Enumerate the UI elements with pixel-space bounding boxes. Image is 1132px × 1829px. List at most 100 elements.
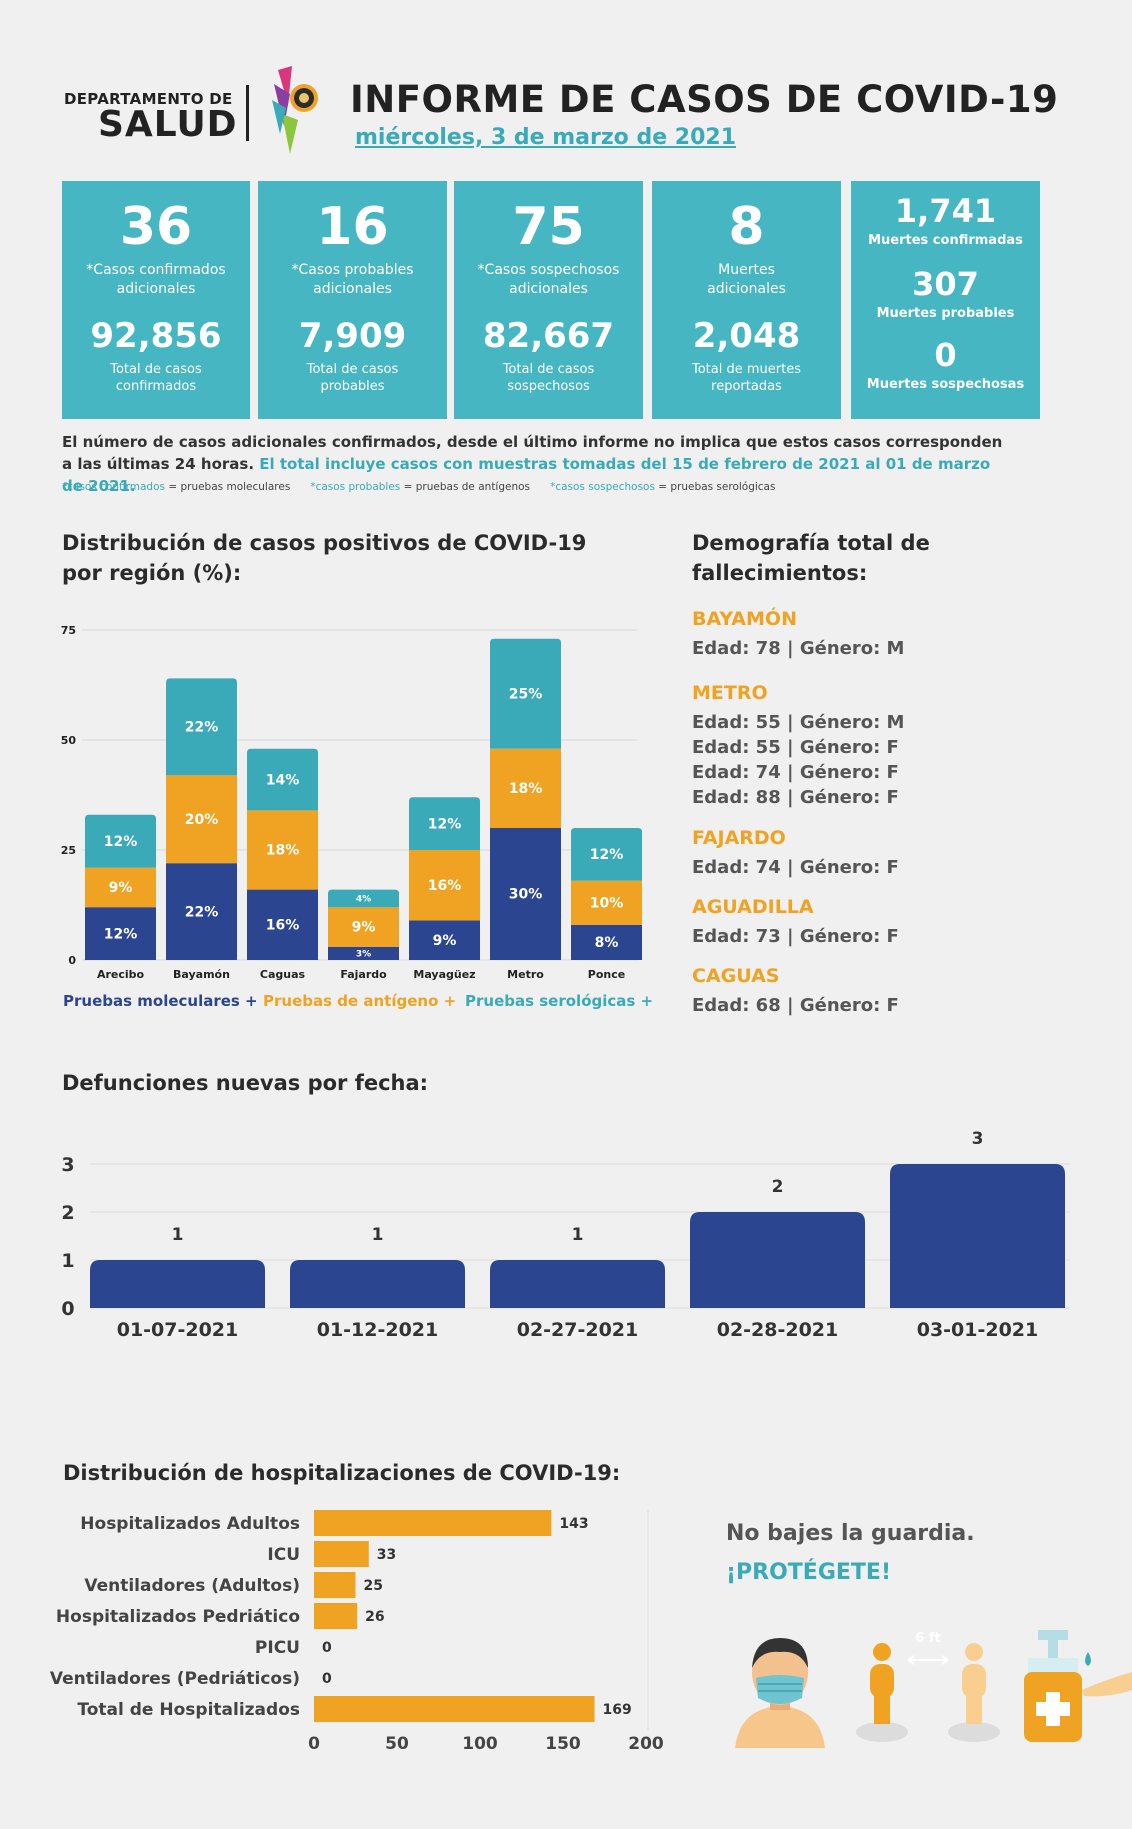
demography-group: BAYAMÓN Edad: 78 | Género: M [692, 608, 904, 682]
report-title: INFORME DE CASOS DE COVID-19 [350, 78, 1059, 121]
card-total: 7,909 [298, 315, 407, 356]
x-tick-label: 0 [308, 1734, 320, 1754]
legend-antigen: Pruebas de antígeno + [263, 992, 457, 1010]
bar-value-label: 8% [595, 935, 619, 951]
card-total-label: Total de casos sospechosos [502, 361, 595, 395]
bar-value-label: 169 [603, 1702, 632, 1718]
y-tick-label: 3 [61, 1154, 74, 1176]
y-category-label: Hospitalizados Pedriático [56, 1607, 300, 1627]
x-tick-label: 01-07-2021 [117, 1319, 239, 1341]
demography-title: Demografía total de fallecimientos: [692, 528, 930, 589]
bar-value-label: 9% [433, 933, 457, 949]
card-confirmed: 36 *Casos confirmados adicionales 92,856… [62, 181, 250, 419]
health-department-logo-icon [272, 66, 318, 154]
demography-group: FAJARDO Edad: 74 | Género: F [692, 827, 904, 896]
demography-group: AGUADILLA Edad: 73 | Género: F [692, 896, 904, 965]
bar-segment [85, 814, 156, 868]
demography-city: BAYAMÓN [692, 608, 797, 630]
x-tick-label: Bayamón [173, 968, 230, 981]
bar-value-label: 16% [266, 917, 300, 933]
bar [90, 1260, 265, 1308]
demography-entry: Edad: 68 | Género: F [692, 995, 899, 1016]
deaths-by-date-bar-chart: 0 1 2 3 1 01-07-2021 1 01-12-2021 1 02-27-2021 2 02… [61, 1129, 1070, 1341]
bar-segment [490, 828, 561, 960]
x-tick-label: Mayagüez [413, 968, 475, 981]
bar-segment [409, 920, 480, 960]
bar-segment [247, 748, 318, 811]
y-category-label: Ventiladores (Pedriáticos) [50, 1669, 300, 1689]
department-name: SALUD [98, 104, 238, 145]
report-date[interactable]: miércoles, 3 de marzo de 2021 [355, 125, 737, 150]
bar-segment [571, 828, 642, 881]
bar-value-label: 2 [772, 1177, 784, 1197]
x-tick-label: 150 [545, 1734, 581, 1754]
card-probable: 16 *Casos probables adicionales 7,909 To… [258, 181, 447, 419]
bar [690, 1212, 865, 1308]
bar-value-label: 9% [352, 920, 376, 936]
probable-deaths-value: 307 [912, 265, 979, 303]
card-value: 75 [512, 197, 585, 257]
bar-value-label: 12% [104, 926, 138, 942]
bar-value-label: 30% [509, 887, 543, 903]
y-tick-label: 0 [68, 954, 76, 967]
card-death-breakdown: 1,741 Muertes confirmadas 307 Muertes pr… [851, 181, 1040, 419]
deaths-chart-title: Defunciones nuevas por fecha: [62, 1071, 429, 1095]
slogan-line-1: No bajes la guardia. [726, 1521, 975, 1546]
card-label: *Casos probables adicionales [291, 262, 414, 297]
footnote-value: = pruebas de antígenos [403, 481, 531, 493]
bar [314, 1541, 369, 1567]
bar-segment [166, 678, 237, 776]
bar-value-label: 1 [372, 1225, 384, 1245]
legend-serological: Pruebas serológicas + [465, 992, 654, 1010]
demography-entry: Edad: 74 | Género: F [692, 857, 899, 878]
bar-value-label: 12% [590, 847, 624, 863]
x-tick-label: 01-12-2021 [317, 1319, 439, 1341]
hospitalization-bar-chart: 0 50 100 150 200 Hospitalizados Adultos 143 ICU… [50, 1510, 664, 1754]
y-tick-label: 0 [61, 1298, 74, 1320]
y-tick-label: 25 [61, 844, 76, 857]
card-value: 8 [728, 197, 765, 257]
bar [890, 1164, 1065, 1308]
footnote-value: = pruebas moleculares [168, 481, 291, 493]
social-distance-icon: 6 ft [856, 1631, 1000, 1742]
report-note: El número de casos adicionales confirmad… [62, 432, 1012, 497]
y-tick-label: 2 [61, 1202, 74, 1224]
card-deaths: 8 Muertes adicionales 2,048 Total de mue… [652, 181, 841, 419]
card-total-label: Total de casos probables [306, 361, 399, 395]
bar-value-label: 18% [266, 843, 300, 859]
card-label: *Casos sospechosos adicionales [477, 262, 620, 297]
region-title-line-1: Distribución de casos positivos de COVID… [62, 531, 587, 555]
header-divider [246, 85, 249, 141]
bar-value-label: 25 [364, 1578, 383, 1594]
bar-segment [328, 946, 399, 960]
bar-segment [166, 863, 237, 960]
card-total-label: Total de casos confirmados [110, 361, 202, 395]
footnote-key: *casos sospechosos [550, 481, 655, 493]
card-total-label: Total de muertes reportadas [692, 361, 801, 395]
x-tick-label: Arecibo [97, 968, 145, 981]
demography-entry: Edad: 55 | Género: F [692, 737, 899, 758]
region-stacked-bar-chart: 0 25 50 75 12% 9% 12% Arecibo 22% 20% 22% Bayamón 16… [61, 624, 642, 981]
demography-title-line-2: fallecimientos: [692, 561, 868, 586]
bar-value-label: 3 [972, 1129, 984, 1149]
bar-segment [247, 889, 318, 960]
bar-segment [571, 924, 642, 960]
confirmed-deaths-label: Muertes confirmadas [868, 233, 1023, 248]
bar-value-label: 1 [172, 1225, 184, 1245]
bar-value-label: 16% [428, 878, 462, 894]
x-tick-label: Caguas [260, 968, 306, 981]
x-tick-label: Ponce [588, 968, 625, 981]
bar-value-label: 33 [377, 1547, 396, 1563]
demography-entry: Edad: 88 | Género: F [692, 787, 899, 808]
demography-city: METRO [692, 682, 768, 704]
bar [490, 1260, 665, 1308]
bar-value-label: 12% [104, 834, 138, 850]
bar-value-label: 4% [356, 894, 371, 904]
x-tick-label: 03-01-2021 [917, 1319, 1039, 1341]
bar-value-label: 0 [322, 1671, 332, 1687]
suspected-deaths-label: Muertes sospechosas [866, 377, 1025, 392]
card-total: 2,048 [692, 315, 801, 356]
probable-deaths-label: Muertes probables [876, 306, 1015, 321]
bar-value-label: 18% [509, 781, 543, 797]
bar [314, 1696, 595, 1722]
